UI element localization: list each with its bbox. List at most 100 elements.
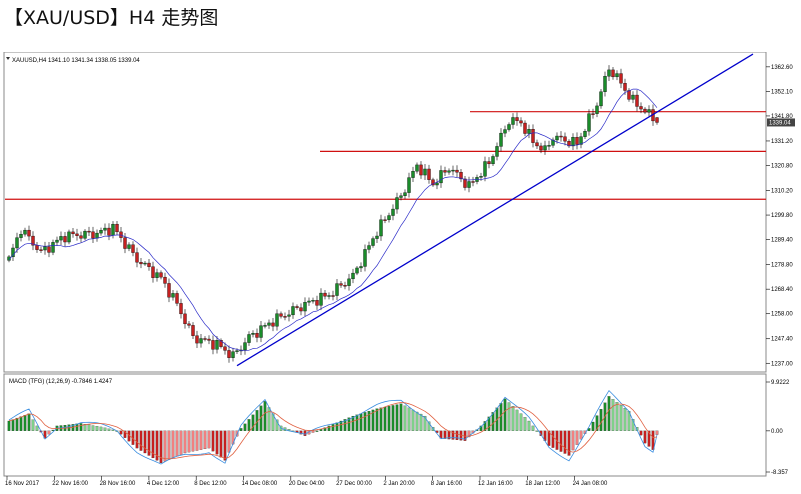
macd-bar [559,430,563,452]
candle-body [523,122,527,134]
candle-body [631,94,635,100]
trading-chart[interactable]: 1362.60 1352.10 1341.80 1331.20 1320.80 1310.… [0,51,801,489]
candle-body [587,113,591,132]
time-tick-label: 4 Dec 12:00 [147,481,180,487]
candle-body [415,164,419,172]
macd-bar [375,408,379,431]
candle-body [383,219,387,221]
candle-body [227,350,231,358]
macd-bar [227,430,231,453]
candle-body [423,168,427,176]
candle-body [127,244,131,249]
macd-bar [243,423,247,431]
candle-body [311,300,315,302]
candle-body [363,249,367,267]
macd-bar [207,430,211,449]
candle-body [611,69,615,78]
macd-bar [7,420,11,431]
candle-body [495,146,499,157]
trendline[interactable] [236,53,754,367]
candle-body [319,292,323,306]
candle-body [91,231,95,239]
candle-body [71,231,75,235]
candle-body [615,73,619,78]
macd-bar [383,406,387,431]
candle-body [491,156,495,165]
candle-body [159,272,163,278]
macd-bar [403,405,407,431]
candle-body [163,276,167,284]
candle-body [463,178,467,188]
candle-body [583,131,587,137]
macd-bar [311,430,315,433]
last-price-label: 1339.04 [769,121,791,127]
candle-body [267,322,271,326]
symbol-header: XAUUSD,H4 1341.10 1341.34 1338.05 1339.0… [12,58,140,64]
candle-body [167,283,171,298]
candle-body [95,232,99,239]
macd-bar [479,425,483,431]
macd-bar [615,402,619,431]
macd-bar [395,404,399,431]
macd-bar [379,407,383,431]
macd-bar [195,430,199,451]
candle-body [67,231,71,243]
moving-average-line [8,88,658,352]
candle-body [351,272,355,280]
candle-body [83,230,87,239]
candle-body [135,252,139,263]
price-tick-label: 1247.40 [771,337,793,343]
macd-bar [355,414,359,431]
macd-bar [151,430,155,459]
candle-body [571,137,575,147]
macd-bar [503,398,507,431]
macd-bar [299,430,303,435]
candle-body [555,135,559,141]
candle-body [575,137,579,145]
candle-body [359,266,363,269]
candle-body [87,230,91,233]
candle-body [179,303,183,315]
macd-bar [167,430,171,460]
price-tick-label: 1268.40 [771,287,793,293]
candle-body [103,227,107,231]
macd-bar [271,413,275,431]
macd-bar [483,421,487,431]
price-layer [5,53,766,367]
macd-bar [391,405,395,431]
candle-body [547,145,551,147]
candle-body [255,333,259,338]
macd-bar [427,421,431,431]
macd-bar [175,430,179,457]
macd-bar [643,430,647,444]
price-tick-label: 1310.20 [771,189,793,195]
candle-body [531,129,535,143]
macd-bar [455,430,459,440]
price-tick-label: 1258.00 [771,312,793,318]
candle-body [483,161,487,177]
candle-body [15,237,19,249]
macd-bar [183,430,187,454]
macd-bar [647,430,651,447]
macd-bar [119,430,123,435]
collapse-icon[interactable] [6,57,10,60]
candle-body [23,229,27,235]
macd-bar [199,430,203,450]
candle-body [283,316,287,318]
candle-body [627,90,631,100]
candle-body [251,333,255,335]
price-tick-label: 1289.40 [771,238,793,244]
macd-bar [251,414,255,431]
macd-bar [651,430,655,450]
candle-body [43,246,47,251]
candle-body [635,94,639,107]
candle-body [59,236,63,241]
candle-body [171,293,175,298]
price-tick-label: 1352.10 [771,90,793,96]
candle-body [99,230,103,234]
candle-body [75,233,79,236]
macd-bar [11,419,15,431]
macd-bar [655,430,659,435]
macd-bar [143,430,147,454]
candle-body [411,171,415,178]
